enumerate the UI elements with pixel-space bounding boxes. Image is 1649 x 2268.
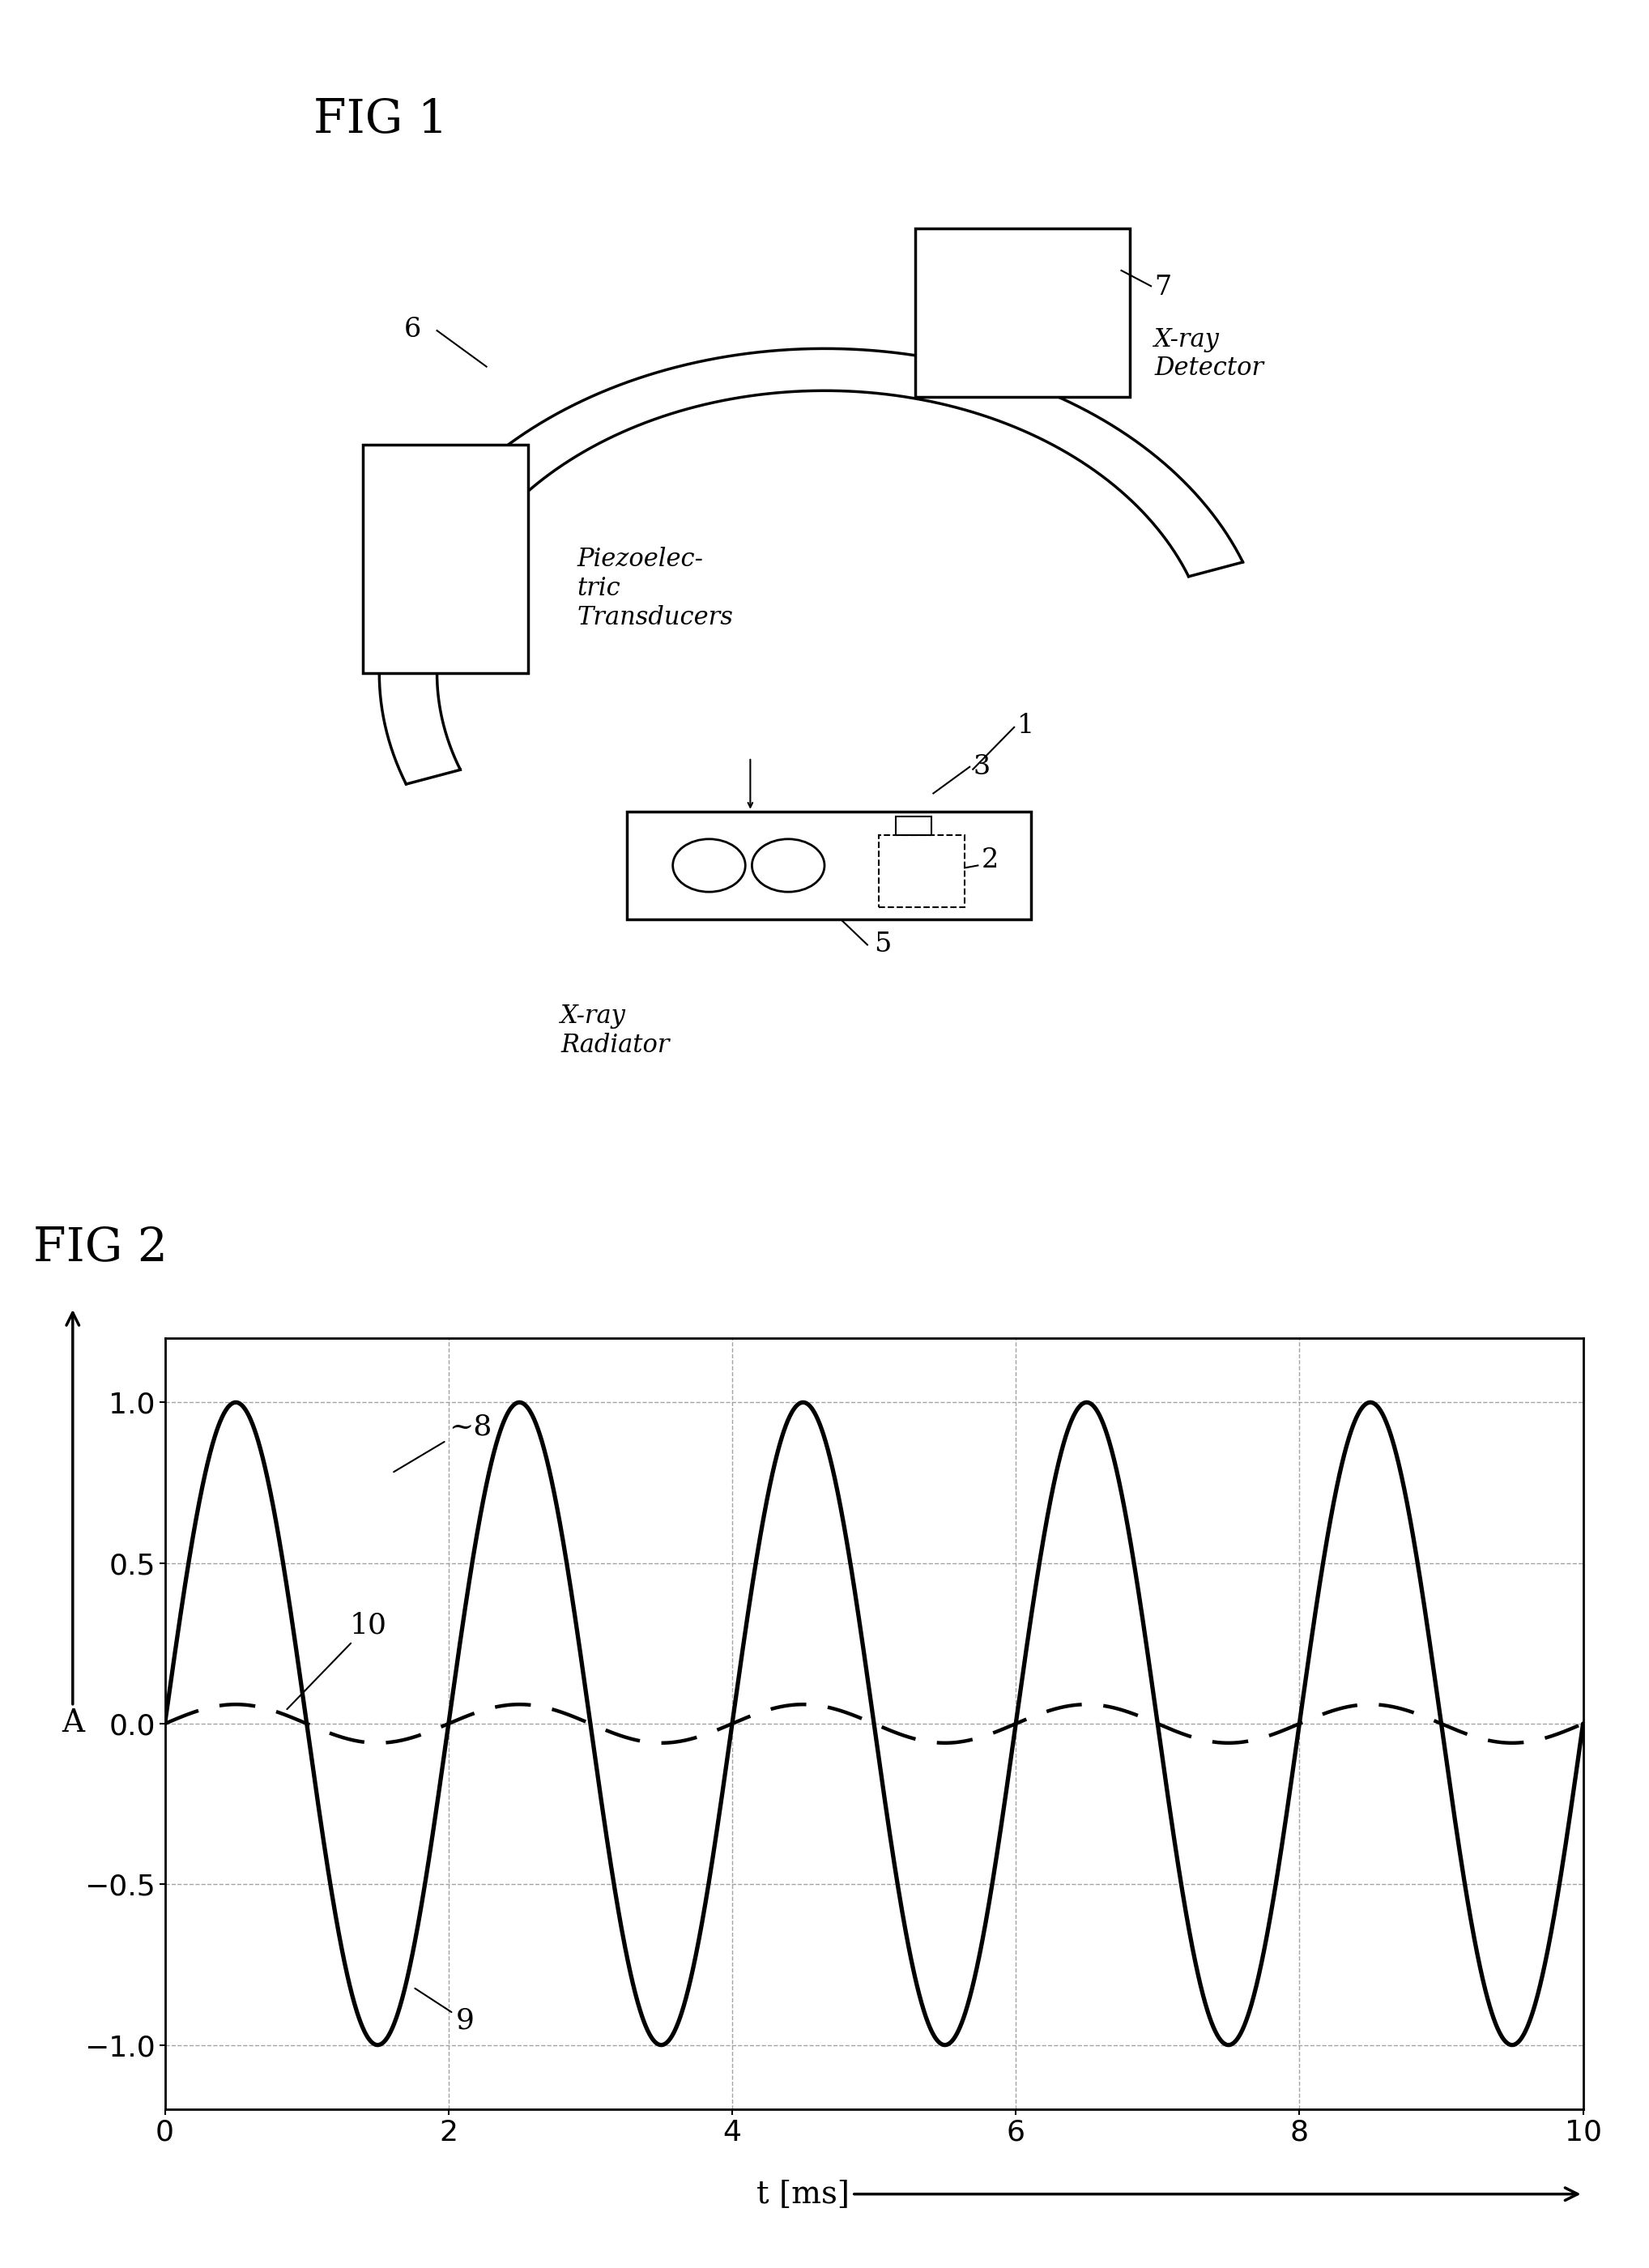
Text: A: A [61, 1313, 84, 1740]
Text: 9: 9 [416, 1989, 475, 2034]
Bar [879, 835, 965, 907]
Text: X-ray
Radiator: X-ray Radiator [561, 1005, 669, 1057]
Text: 1: 1 [1017, 712, 1034, 739]
Bar [627, 812, 1031, 919]
Text: 2: 2 [981, 848, 998, 873]
Text: Piezoelec-
tric
Transducers: Piezoelec- tric Transducers [577, 547, 734, 631]
Text: 6: 6 [404, 315, 420, 342]
Circle shape [673, 839, 745, 891]
Text: 3: 3 [973, 753, 989, 780]
Bar [915, 229, 1130, 397]
Text: ~8: ~8 [394, 1413, 491, 1472]
Text: X-ray
Detector: X-ray Detector [1154, 327, 1263, 381]
Text: FIG 2: FIG 2 [33, 1225, 168, 1270]
Bar [895, 816, 932, 835]
Text: t [ms]: t [ms] [757, 2180, 1578, 2209]
Circle shape [752, 839, 824, 891]
Text: 7: 7 [1154, 274, 1171, 299]
Text: 5: 5 [874, 932, 890, 957]
Bar [363, 445, 528, 674]
Text: 10: 10 [287, 1613, 386, 1710]
Text: FIG 1: FIG 1 [313, 95, 447, 141]
